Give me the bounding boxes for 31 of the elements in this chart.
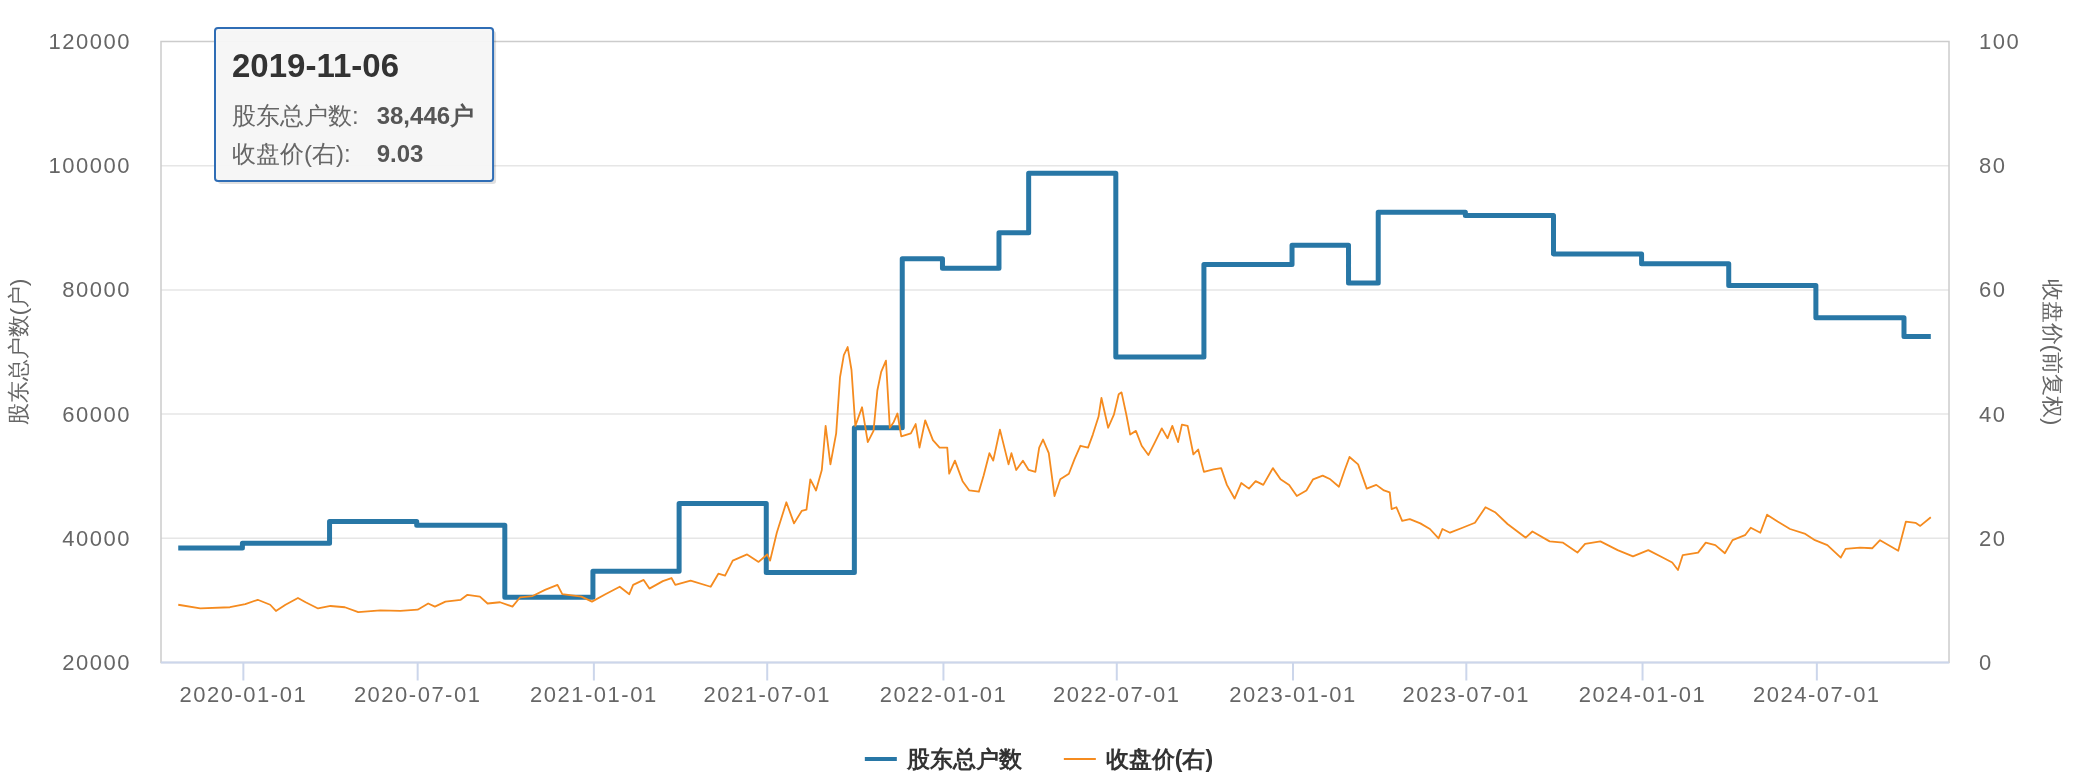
y-tick-label: 20000: [62, 650, 131, 675]
tooltip-header: 2019-11-06: [232, 46, 399, 84]
y-tick-label: 60000: [62, 401, 131, 427]
x-tick-label: 2024-01-01: [1578, 681, 1707, 707]
x-tick-label: 2022-01-01: [879, 681, 1008, 707]
y2-tick-label: 80: [1979, 153, 2007, 179]
y2-axis-title: 收盘价(前复权): [2039, 278, 2065, 426]
y-axis-title: 股东总户数(户): [5, 278, 31, 426]
y2-tick-label: 100: [1979, 29, 2021, 54]
x-tick-label: 2024-07-01: [1753, 681, 1881, 707]
tooltip-value: 9.03: [376, 139, 424, 167]
y-tick-label: 40000: [62, 525, 131, 551]
y-tick-label: 80000: [62, 277, 131, 303]
legend-label: 收盘价(右): [1105, 746, 1214, 772]
x-tick-label: 2021-07-01: [703, 681, 831, 707]
y2-tick-label: 60: [1979, 277, 2007, 303]
y2-tick-label: 40: [1979, 401, 2007, 427]
legend-label: 股东总户数: [906, 746, 1022, 772]
y2-tick-label: 20: [1979, 525, 2007, 551]
y-tick-label: 100000: [48, 153, 131, 179]
y2-tick-label: 0: [1979, 650, 1993, 675]
x-tick-label: 2021-01-01: [530, 681, 658, 707]
tooltip-value: 38,446户: [376, 101, 475, 129]
x-tick-label: 2020-01-01: [179, 681, 308, 707]
tooltip-label: 股东总户数:: [232, 101, 359, 129]
x-tick-label: 2022-07-01: [1053, 681, 1181, 707]
x-tick-label: 2023-07-01: [1402, 681, 1531, 707]
tooltip-label: 收盘价(右):: [232, 139, 351, 167]
x-tick-label: 2023-01-01: [1229, 681, 1357, 707]
x-tick-label: 2020-07-01: [353, 681, 482, 707]
y-tick-label: 120000: [48, 29, 131, 54]
